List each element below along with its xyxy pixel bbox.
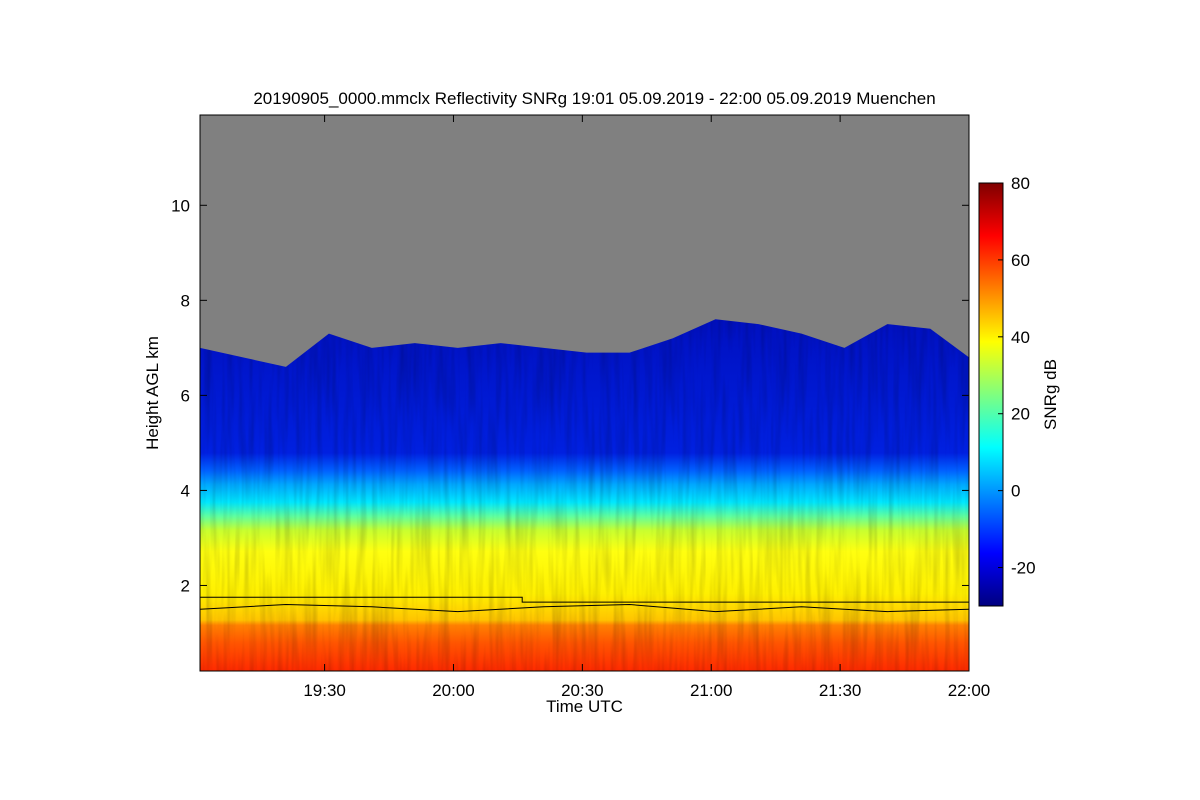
chart-title: 20190905_0000.mmclx Reflectivity SNRg 19…	[253, 89, 935, 108]
y-tick-label: 8	[181, 291, 190, 310]
step-line	[200, 596, 969, 603]
y-tick-label: 2	[181, 576, 190, 595]
y-axis: 2 4 6 8 10	[171, 196, 969, 595]
x-axis-label: Time UTC	[546, 697, 623, 716]
x-tick-label: 20:30	[561, 681, 604, 700]
x-tick-label: 21:30	[819, 681, 862, 700]
x-tick-label: 22:00	[948, 681, 991, 700]
boundary-layer-line	[200, 603, 969, 613]
y-tick-label: 6	[181, 386, 190, 405]
x-axis: 19:30 20:00 20:30 21:00 21:30 22:00	[303, 115, 990, 700]
colorbar-tick-label: -20	[1011, 559, 1036, 578]
colorbar-label: SNRg dB	[1041, 359, 1060, 430]
x-tick-label: 19:30	[303, 681, 346, 700]
colorbar: -20 0 20 40 60 80	[978, 174, 1036, 607]
fall-streaks	[200, 319, 969, 671]
y-tick-label: 10	[171, 196, 190, 215]
colorbar-tick-label: 20	[1011, 405, 1030, 424]
colorbar-tick-label: 60	[1011, 251, 1030, 270]
colorbar-tick-label: 40	[1011, 328, 1030, 347]
colorbar-tick-label: 0	[1011, 482, 1020, 501]
colorbar-tick-label: 80	[1011, 174, 1030, 193]
y-axis-label: Height AGL km	[143, 336, 162, 450]
x-tick-label: 21:00	[690, 681, 733, 700]
y-tick-label: 4	[181, 481, 190, 500]
colorbar-gradient	[978, 182, 1004, 607]
plot-area	[200, 115, 969, 671]
plot-frame	[199, 114, 970, 672]
x-tick-label: 20:00	[432, 681, 475, 700]
